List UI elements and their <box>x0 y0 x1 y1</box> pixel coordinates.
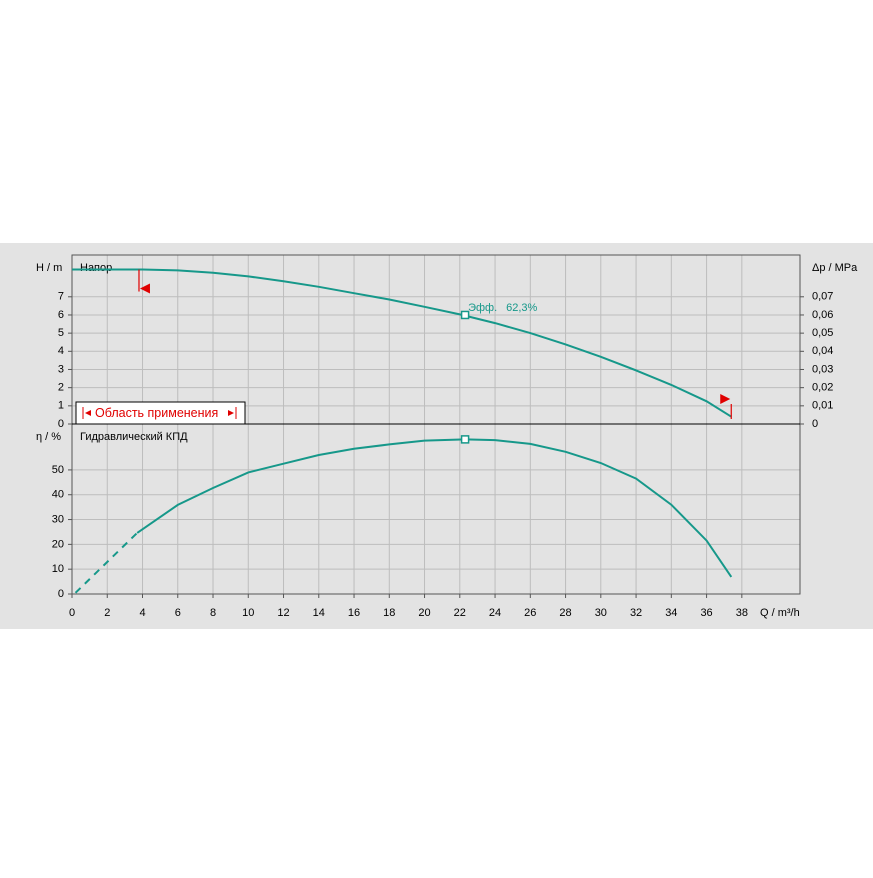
y2-tick-label: 0 <box>812 418 818 430</box>
y-tick-label: 0 <box>58 588 64 600</box>
curve <box>72 268 732 418</box>
y-tick-label: 50 <box>52 464 64 476</box>
y2-tick-label: 0,01 <box>812 400 833 412</box>
y-axis-label: H / m <box>36 262 62 274</box>
y-tick-label: 4 <box>58 345 64 357</box>
duty-point-label: Эфф. <box>468 302 497 314</box>
x-tick-label: 16 <box>348 607 360 619</box>
x-tick-label: 6 <box>175 607 181 619</box>
y-tick-label: 6 <box>58 309 64 321</box>
y-tick-label: 1 <box>58 400 64 412</box>
x-tick-label: 10 <box>242 607 254 619</box>
x-tick-label: 26 <box>524 607 536 619</box>
x-tick-label: 18 <box>383 607 395 619</box>
range-label: Область применения <box>95 406 218 420</box>
x-tick-label: 36 <box>700 607 712 619</box>
y-tick-label: 2 <box>58 382 64 394</box>
y-tick-label: 7 <box>58 291 64 303</box>
x-tick-label: 30 <box>595 607 607 619</box>
y2-tick-label: 0,02 <box>812 382 833 394</box>
y2-axis-label: Δp / MPa <box>812 262 858 274</box>
y2-tick-label: 0,03 <box>812 363 833 375</box>
y2-tick-label: 0,06 <box>812 309 833 321</box>
y-tick-label: 20 <box>52 538 64 550</box>
range-box <box>75 401 246 425</box>
y2-tick-label: 0,07 <box>812 291 833 303</box>
x-tick-label: 0 <box>69 607 75 619</box>
x-tick-label: 32 <box>630 607 642 619</box>
range-box-arrow <box>85 410 91 416</box>
range-end-flag <box>720 394 731 404</box>
x-tick-label: 14 <box>313 607 325 619</box>
curve <box>136 438 733 578</box>
y-tick-label: 30 <box>52 513 64 525</box>
x-tick-label: 12 <box>277 607 289 619</box>
x-tick-label: 4 <box>139 607 145 619</box>
chart-title: Гидравлический КПД <box>80 431 188 443</box>
x-tick-label: 2 <box>104 607 110 619</box>
x-tick-label: 20 <box>418 607 430 619</box>
duty-point-value-label: 62,3% <box>506 302 537 314</box>
x-tick-label: 22 <box>454 607 466 619</box>
range-box-arrow <box>228 410 234 416</box>
y2-tick-label: 0,05 <box>812 327 833 339</box>
marks <box>72 268 733 594</box>
x-axis-label: Q / m³/h <box>760 607 800 619</box>
x-tick-label: 28 <box>559 607 571 619</box>
duty-point <box>460 310 470 320</box>
y-tick-label: 3 <box>58 363 64 375</box>
curve-dashed <box>74 532 138 594</box>
chart-title: Напор <box>80 262 112 274</box>
x-tick-label: 8 <box>210 607 216 619</box>
panel-background <box>0 243 873 629</box>
y-tick-label: 0 <box>58 418 64 430</box>
duty-point <box>460 435 470 444</box>
y2-tick-label: 0,04 <box>812 345 833 357</box>
y-tick-label: 5 <box>58 327 64 339</box>
y-tick-label: 40 <box>52 489 64 501</box>
x-tick-label: 38 <box>736 607 748 619</box>
y-axis-label: η / % <box>36 431 61 443</box>
x-tick-label: 34 <box>665 607 677 619</box>
y-tick-label: 10 <box>52 563 64 575</box>
x-tick-label: 24 <box>489 607 501 619</box>
range-start-flag <box>139 283 150 294</box>
